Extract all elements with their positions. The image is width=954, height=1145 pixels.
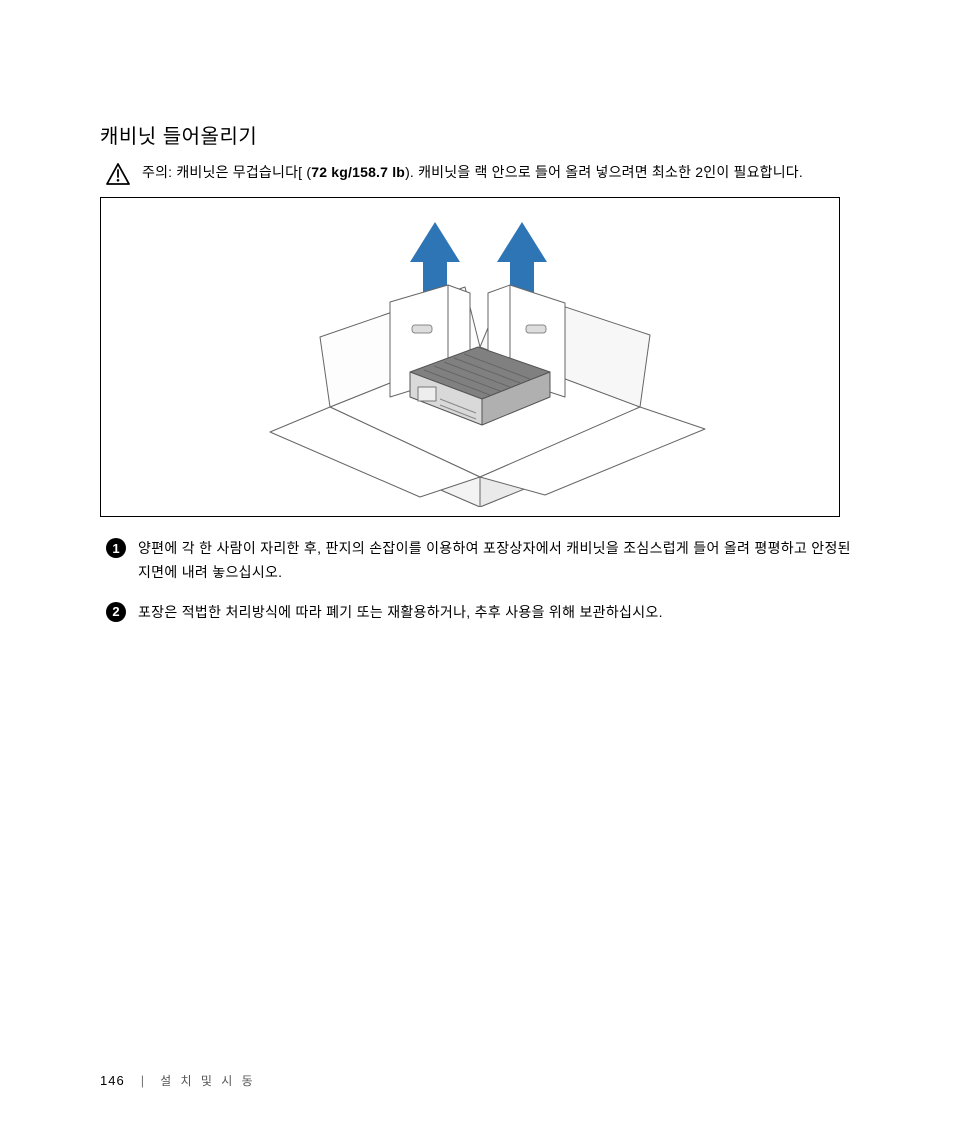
caution-post: ). 캐비닛을 랙 안으로 들어 올려 넣으려면 최소한 2인이 필요합니다.	[405, 164, 803, 180]
step-text: 양편에 각 한 사람이 자리한 후, 판지의 손잡이를 이용하여 포장상자에서 …	[138, 537, 854, 585]
caution-pre: 캐비닛은 무겁습니다[ (	[172, 164, 311, 180]
caution-weight: 72 kg/158.7 lb	[311, 164, 405, 180]
footer-separator: |	[141, 1073, 144, 1088]
step-2: 2 포장은 적법한 처리방식에 따라 폐기 또는 재활용하거나, 추후 사용을 …	[100, 601, 854, 625]
section-heading: 캐비닛 들어올리기	[100, 120, 854, 149]
step-text: 포장은 적법한 처리방식에 따라 폐기 또는 재활용하거나, 추후 사용을 위해…	[138, 601, 663, 625]
caution-text: 주의: 캐비닛은 무겁습니다[ (72 kg/158.7 lb). 캐비닛을 랙…	[142, 162, 803, 184]
unpacking-illustration	[210, 207, 730, 507]
page-footer: 146 | 설 치 및 시 동	[100, 1072, 256, 1089]
step-1: 1 양편에 각 한 사람이 자리한 후, 판지의 손잡이를 이용하여 포장상자에…	[100, 537, 854, 585]
caution-block: 주의: 캐비닛은 무겁습니다[ (72 kg/158.7 lb). 캐비닛을 랙…	[100, 163, 854, 185]
lift-arrow-left-icon	[410, 222, 460, 297]
step-number-badge: 2	[106, 602, 126, 622]
warning-triangle-icon	[106, 163, 130, 185]
document-page: 캐비닛 들어올리기 주의: 캐비닛은 무겁습니다[ (72 kg/158.7 l…	[0, 0, 954, 1145]
caution-label: 주의:	[142, 164, 172, 180]
figure-frame	[100, 197, 840, 517]
lift-arrow-right-icon	[497, 222, 547, 297]
step-number-badge: 1	[106, 538, 126, 558]
page-number: 146	[100, 1073, 125, 1088]
footer-section-title: 설 치 및 시 동	[160, 1072, 256, 1089]
